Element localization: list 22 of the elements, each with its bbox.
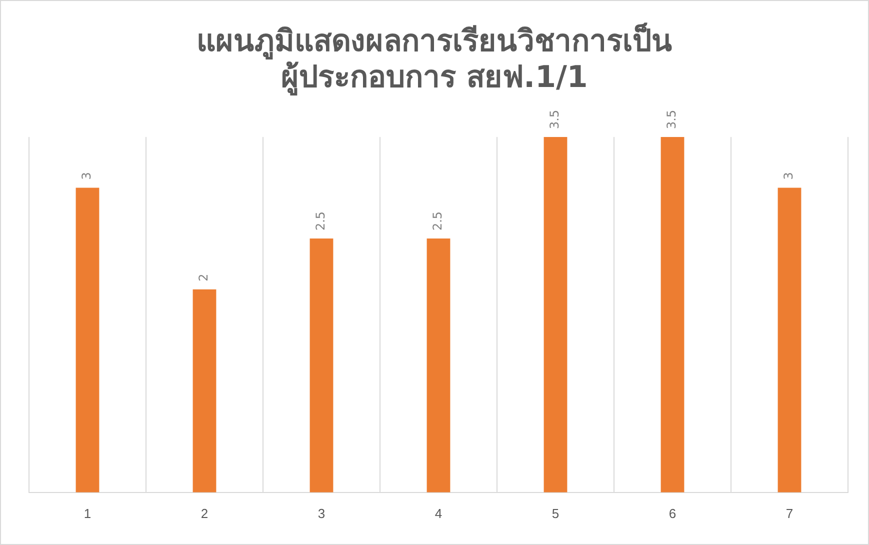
chart-title: แผนภูมิแสดงผลการเรียนวิชาการเป็น ผู้ประกอบการ สยฟ.1/1 xyxy=(196,22,672,96)
data-label: 3.5 xyxy=(664,110,679,129)
bar xyxy=(426,238,450,492)
data-label: 3 xyxy=(782,172,796,180)
x-tick-label: 1 xyxy=(84,506,92,521)
bar xyxy=(544,137,568,492)
data-label: 2.5 xyxy=(314,211,328,231)
x-tick-label: 5 xyxy=(552,506,560,521)
data-label: 2.5 xyxy=(430,211,445,231)
x-tick-label: 3 xyxy=(318,506,326,521)
bar xyxy=(76,188,100,492)
x-tick-label: 2 xyxy=(200,506,208,521)
data-label: 2 xyxy=(196,274,211,282)
data-label: 3 xyxy=(80,172,94,180)
x-tick-label: 7 xyxy=(786,506,794,521)
x-tick-label: 6 xyxy=(668,506,676,521)
bar xyxy=(660,137,684,492)
x-tick-label: 4 xyxy=(434,506,442,521)
bar xyxy=(778,188,802,492)
data-label: 3.5 xyxy=(548,110,562,129)
bar xyxy=(310,238,334,492)
bar xyxy=(192,289,216,492)
